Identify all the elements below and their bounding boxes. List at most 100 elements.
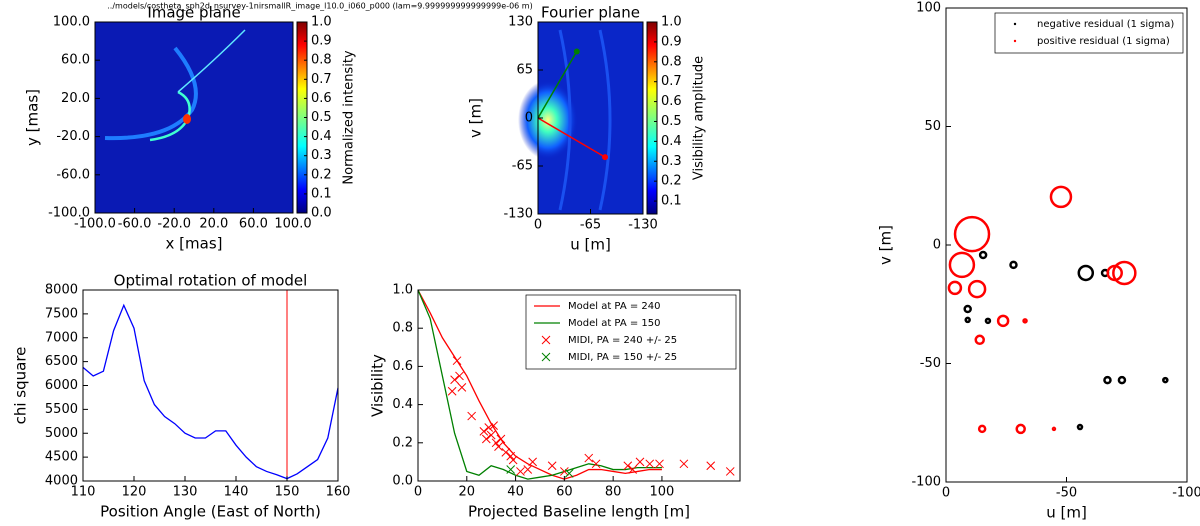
colorbar-tick-label: 0.9	[311, 34, 332, 49]
legend-label: MIDI, PA = 150 +/- 25	[568, 352, 677, 363]
data-marker	[491, 438, 501, 448]
axes-frame	[94, 21, 294, 214]
x-tick-label: 130	[173, 485, 198, 500]
data-marker	[584, 453, 594, 463]
data-marker	[494, 442, 503, 451]
y-tick-label: 0.8	[392, 321, 413, 336]
x-tick-label: 60.0	[239, 217, 268, 232]
colorbar-tick-label: 0.5	[311, 110, 332, 125]
data-marker	[501, 447, 511, 457]
y-tick-label: 0.2	[392, 435, 413, 450]
y-tick-label: 6500	[45, 354, 78, 369]
y-tick-label: 50	[924, 119, 941, 134]
data-marker	[560, 467, 569, 476]
colorbar-tick-label: 0.4	[661, 134, 682, 149]
x-tick-label: -20.0	[157, 217, 191, 232]
y-tick-label: 60.0	[61, 53, 90, 68]
y-tick-label: 5500	[45, 402, 78, 417]
bubble	[1051, 426, 1057, 432]
colorbar-tick-label: 0.2	[311, 167, 332, 182]
bubble	[967, 279, 987, 299]
y-tick-label: 5000	[45, 426, 78, 441]
data-marker	[706, 461, 716, 471]
baseline-line	[537, 117, 606, 158]
data-marker	[450, 375, 459, 385]
data-marker	[508, 455, 518, 465]
x-tick-label: 40	[507, 485, 524, 500]
data-marker	[506, 465, 516, 474]
colorbar-tick-label: 0.4	[311, 129, 332, 144]
colorbar-tick-label: 0.6	[311, 91, 332, 106]
series-line	[417, 289, 662, 480]
data-marker	[628, 465, 638, 474]
colorbar-label: Normalized intensity	[342, 50, 357, 185]
colorbar-tick-label: 0.6	[661, 94, 682, 109]
y-tick-label: 4000	[45, 474, 78, 489]
bubble	[1022, 318, 1028, 324]
y-tick-label: 100.0	[53, 15, 90, 30]
y-tick-label: 6000	[45, 378, 78, 393]
bubble	[974, 334, 985, 346]
legend-box	[525, 294, 737, 370]
y-tick-label: 100	[916, 1, 941, 16]
x-axis-label: x [mas]	[166, 235, 223, 253]
bubble	[977, 424, 987, 434]
data-marker	[591, 459, 601, 469]
data-marker	[523, 465, 533, 474]
colorbar	[646, 21, 658, 215]
colorbar-tick-label: 0.5	[661, 114, 682, 129]
colorbar-label: Visibility amplitude	[692, 56, 707, 180]
x-tick-label: -60.0	[118, 217, 152, 232]
y-axis-label: y [mas]	[24, 89, 42, 146]
data-marker	[645, 459, 655, 469]
bubble	[964, 316, 971, 324]
x-tick-label: 100.0	[274, 217, 311, 232]
bubble	[1112, 260, 1137, 286]
x-tick-label: -100	[1172, 486, 1200, 501]
bubble	[1009, 260, 1018, 270]
data-marker	[679, 459, 689, 469]
fourier-plane-picture	[518, 22, 643, 214]
x-axis-label: u [m]	[570, 236, 611, 254]
baseline-end	[573, 48, 580, 55]
legend-label: negative residual (1 sigma)	[1037, 19, 1174, 30]
bubble	[1162, 376, 1169, 384]
x-tick-label: 0	[942, 486, 950, 501]
bubble	[948, 251, 976, 279]
legend-label: Model at PA = 150	[568, 318, 661, 329]
y-axis-label: chi square	[12, 347, 30, 425]
y-axis-label: Visibility	[369, 354, 387, 417]
bubble	[1103, 375, 1112, 385]
bubble	[1077, 264, 1095, 282]
x-tick-label: 20.0	[199, 217, 228, 232]
x-tick-label: 80	[605, 485, 622, 500]
legend-swatch	[541, 352, 551, 362]
y-tick-label: 130	[508, 15, 533, 30]
legend-box	[994, 12, 1184, 54]
legend-label: positive residual (1 sigma)	[1037, 36, 1170, 47]
data-marker	[481, 434, 491, 444]
colorbar-tick-label: 0.3	[311, 148, 332, 163]
x-axis-label: Projected Baseline length [m]	[468, 503, 690, 521]
colorbar-tick-label: 0.2	[661, 174, 682, 189]
colorbar-tick-label: 0.7	[311, 72, 332, 87]
series-line	[417, 289, 662, 480]
colorbar-tick-label: 1.0	[661, 15, 682, 30]
colorbar-tick-label: 0.9	[661, 34, 682, 49]
data-marker	[484, 423, 494, 432]
bubble	[953, 215, 991, 253]
colorbar-tick-label: 0.8	[661, 54, 682, 69]
axes-frame	[82, 289, 339, 482]
x-tick-label: 60	[556, 485, 573, 500]
data-marker	[486, 430, 496, 440]
axes-title: Optimal rotation of model	[114, 272, 308, 290]
legend-label: MIDI, PA = 240 +/- 25	[568, 335, 677, 346]
y-tick-label: 7500	[45, 306, 78, 321]
image-plane-picture	[95, 22, 293, 213]
x-tick-label: 0	[414, 485, 422, 500]
bubble	[1015, 423, 1026, 435]
x-tick-label: -130	[628, 218, 658, 233]
axes-title: Image plane	[147, 4, 240, 22]
y-tick-label: -60.0	[56, 167, 90, 182]
